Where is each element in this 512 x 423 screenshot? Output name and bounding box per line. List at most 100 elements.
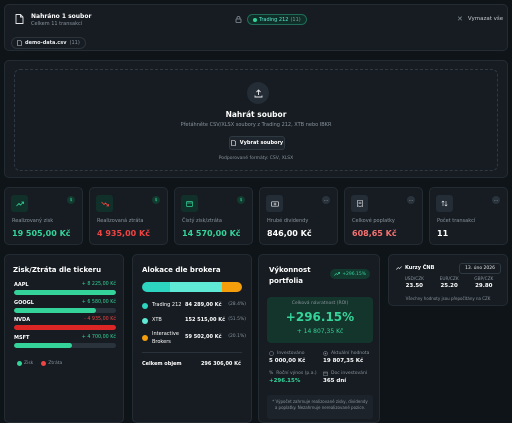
performance-badge-label: +296.15% (342, 271, 366, 277)
roi-amount: + 14 807,35 Kč (296, 328, 344, 335)
performance-badge: +296.15% (330, 269, 370, 279)
ticker-bar-track (14, 307, 116, 313)
stat-label: Čistý zisk/ztráta (182, 218, 222, 224)
ticker-row: AAPL + 8 225,00 Kč (14, 282, 116, 297)
rate-pair: USD/CZK (404, 277, 424, 282)
close-icon: ✕ (457, 15, 463, 23)
ticker-value: + 6 580,00 Kč (81, 299, 116, 305)
stat-value: 19 505,00 Kč (12, 229, 71, 238)
invested-value: 5 000,00 Kč (269, 358, 306, 364)
ticker-row: MSFT + 4 700,00 Kč (14, 335, 116, 350)
broker-name: XTB (152, 317, 162, 323)
portfolio-performance-card: Výkonnost portfolia +296.15% Celková náv… (258, 254, 380, 423)
rate-item: GBP/CZK 29.80 (474, 277, 493, 289)
stat-label: Realizovaná ztráta (97, 218, 144, 224)
broker-dot (142, 303, 148, 309)
allocation-segment (170, 282, 222, 292)
select-files-button[interactable]: Vybrat soubory (229, 136, 285, 150)
trend-up-icon (15, 201, 24, 207)
rate-value: 29.80 (475, 283, 493, 289)
ticker-card-title: Zisk/Ztráta dle tickeru (13, 266, 102, 274)
file-chip-count: (11) (69, 40, 80, 46)
stat-card: … Hrubé dividendy 846,00 Kč (259, 187, 338, 245)
dropzone[interactable]: Nahrát soubor Přetáhněte CSV/XLSX soubor… (14, 69, 498, 171)
ticker-symbol: AAPL (14, 282, 29, 288)
rate-value: 23.50 (405, 283, 423, 289)
broker-pct: (20.1%) (228, 334, 246, 339)
cnb-rates-card: Kurzy ČNB 13. úno 2026 USD/CZK 23.50 EUR… (388, 254, 508, 306)
file-chip-icon (17, 40, 22, 46)
hand-coins-icon (269, 351, 274, 356)
stat-indicator-icon: $ (152, 196, 160, 204)
supported-formats: Podporované formáty: CSV, XLSX (218, 156, 294, 161)
stat-label: Realizovaný zisk (12, 218, 54, 224)
rate-pair: EUR/CZK (439, 277, 459, 282)
broker-row: Trading 212 84 289,00 Kč (28.4%) (142, 302, 246, 316)
lock-icon (235, 16, 242, 23)
stat-indicator-icon: … (322, 196, 330, 204)
broker-amount: 59 502,00 Kč (185, 334, 222, 340)
percent-icon: % (269, 371, 274, 376)
allocation-bar (142, 282, 242, 292)
wallet-icon (186, 200, 193, 207)
broker-name: Trading 212 (152, 302, 182, 308)
broker-name: Interactive Brokers (152, 331, 179, 345)
stat-label: Celkové poplatky (352, 218, 395, 224)
metric-current: Aktuální hodnota 19 807,35 Kč (323, 351, 370, 364)
dropzone-subtitle: Přetáhněte CSV/XLSX soubory z Trading 21… (180, 122, 332, 128)
upload-section: Nahrát soubor Přetáhněte CSV/XLSX soubor… (4, 60, 508, 178)
ticker-pl-card: Zisk/Ztráta dle tickeru Zisk Ztráta AAPL… (4, 254, 124, 423)
banknote-icon (270, 200, 279, 207)
stat-card: $ Realizovaná ztráta 4 935,00 Kč (89, 187, 168, 245)
metric-since: Doc investování 365 dní (323, 371, 368, 384)
ticker-bar-fill (14, 307, 96, 313)
stat-indicator-icon: $ (67, 196, 75, 204)
ticker-value: + 4 700,00 Kč (81, 334, 116, 340)
annual-value: +296.15% (269, 378, 301, 384)
rate-item: EUR/CZK 25.20 (440, 277, 459, 289)
file-chip[interactable]: demo-data.csv (11) (11, 37, 86, 49)
trend-down-icon (100, 201, 109, 207)
legend-profit: Zisk (17, 361, 33, 366)
dropzone-title: Nahrát soubor (225, 110, 287, 119)
rate-pair: GBP/CZK (474, 277, 494, 282)
stat-icon-box (11, 195, 28, 212)
cnb-date: 13. úno 2026 (459, 263, 501, 274)
rate-value: 25.20 (440, 283, 458, 289)
ticker-symbol: MSFT (14, 334, 30, 341)
broker-amount: 152 515,00 Kč (185, 317, 226, 323)
stat-value: 14 570,00 Kč (182, 229, 241, 238)
target-icon (323, 351, 328, 356)
upload-title: Nahráno 1 soubor (31, 13, 92, 20)
roi-label: Celková návratnost (ROI) (291, 301, 349, 306)
stat-value: 846,00 Kč (267, 229, 312, 238)
cnb-note: Všechny hodnoty jsou přepočítány na CZK (405, 296, 491, 301)
broker-amount: 84 289,00 Kč (185, 302, 222, 308)
stat-card: $ Realizovaný zisk 19 505,00 Kč (4, 187, 83, 245)
broker-total-value: 296 306,00 Kč (200, 361, 241, 367)
stat-card: … Počet transakcí 11 (429, 187, 508, 245)
cnb-title: Kurzy ČNB (405, 265, 435, 271)
roi-value: +296.15% (285, 310, 355, 324)
stat-value: 11 (437, 229, 449, 238)
clear-all-button[interactable]: ✕ Vymazat vše (457, 15, 503, 23)
swap-icon (441, 200, 448, 207)
calendar-icon (323, 371, 328, 376)
broker-dot (142, 335, 148, 341)
document-icon (230, 140, 236, 146)
broker-divider (142, 352, 242, 353)
file-icon (14, 14, 24, 24)
stat-indicator-icon: … (407, 196, 415, 204)
ticker-row: NVDA - 4 935,00 Kč (14, 317, 116, 332)
broker-allocation-card: Alokace dle brokera Celkem objem 296 306… (132, 254, 252, 423)
stat-indicator-icon: $ (237, 196, 245, 204)
ticker-bar-track (14, 325, 116, 330)
stat-icon-box (96, 195, 113, 212)
upload-subtitle: Celkem 11 transakcí (31, 21, 83, 27)
stat-card: … Celkové poplatky 608,65 Kč (344, 187, 423, 245)
ticker-bar-fill (14, 342, 73, 348)
trend-up-icon (334, 272, 341, 276)
clear-all-label: Vymazat vše (467, 16, 504, 22)
upload-icon (247, 82, 269, 104)
ticker-value: + 8 225,00 Kč (81, 282, 116, 287)
